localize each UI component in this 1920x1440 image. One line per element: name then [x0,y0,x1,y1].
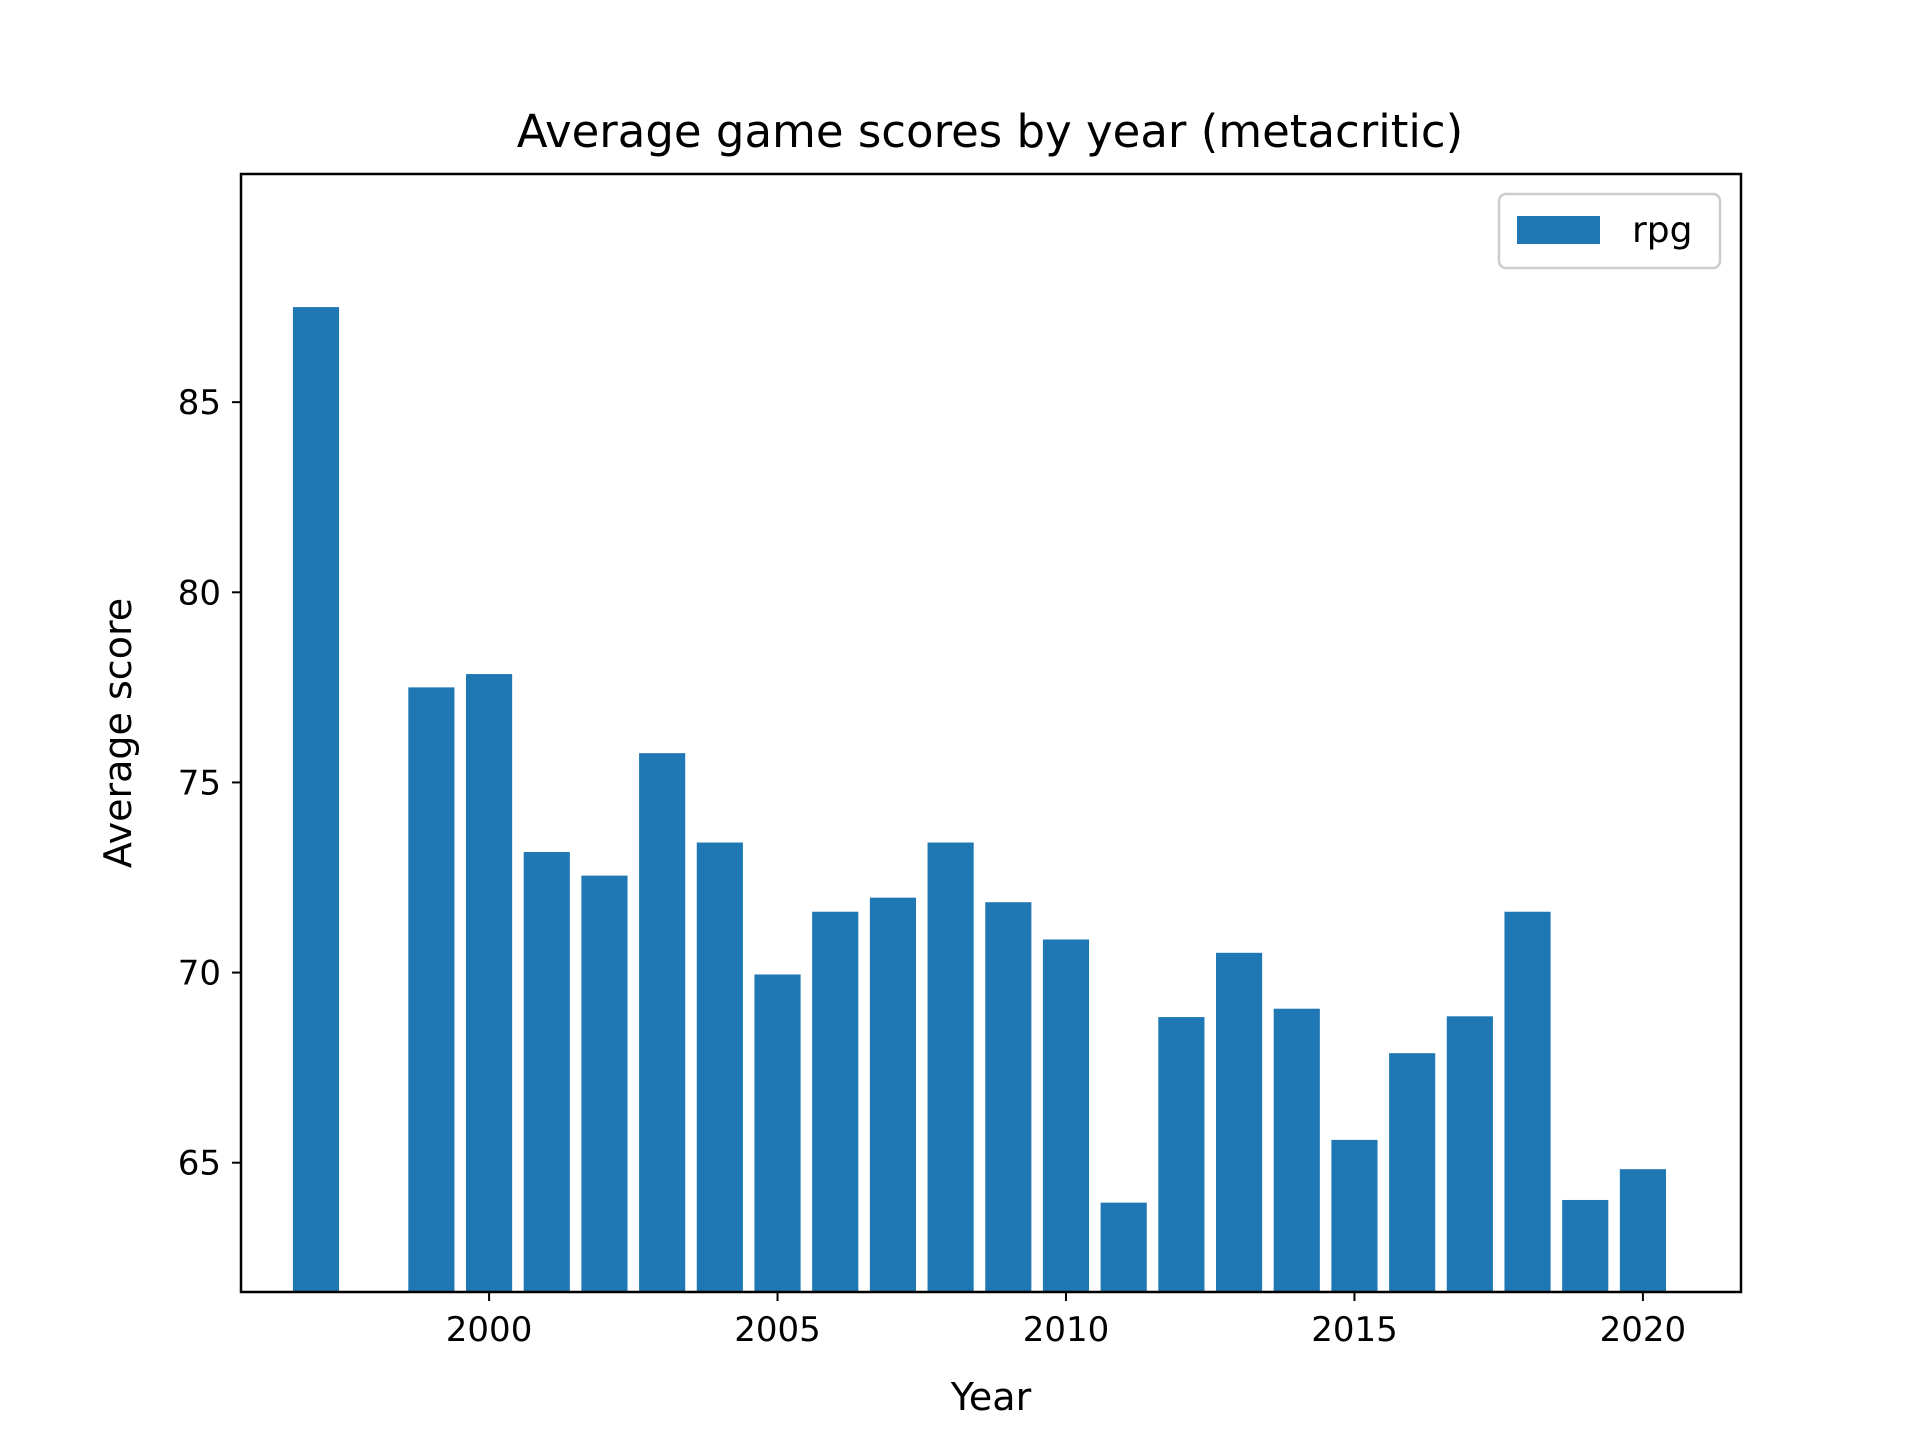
legend: rpg [1497,192,1722,270]
bar-2012 [1158,1017,1205,1292]
y-axis-label: Average score [96,598,140,868]
bar-2009 [985,902,1032,1292]
plot-frame [239,172,1743,1294]
y-tick-label: 80 [178,573,221,613]
x-tick-label: 2005 [734,1310,821,1350]
x-tick-label: 2000 [446,1310,533,1350]
legend-label: rpg [1632,210,1693,251]
bar-2011 [1100,1202,1147,1292]
bar-2015 [1331,1139,1378,1292]
bar-2008 [927,842,974,1292]
x-axis-label: Year [950,1375,1032,1419]
legend-box [1497,192,1722,270]
bar-2014 [1273,1008,1320,1292]
bar-2001 [523,852,570,1292]
bar-2004 [696,842,743,1292]
x-tick-label: 2010 [1023,1310,1110,1350]
bar-2005 [754,974,801,1292]
bar-2018 [1504,911,1551,1292]
bar-2020 [1619,1169,1666,1292]
bar-2007 [869,897,916,1292]
bar-2006 [812,911,859,1292]
bar-2016 [1389,1053,1436,1292]
bars-group [292,307,1666,1293]
chart-title: Average game scores by year (metacritic) [517,105,1463,158]
x-tick-label: 2020 [1600,1310,1687,1350]
x-axis-ticks: 2000 2005 2010 2015 2020 [446,1292,1686,1350]
bar-2013 [1216,952,1263,1292]
bar-2017 [1446,1016,1493,1292]
bar-2002 [581,875,628,1292]
bar-2010 [1042,939,1090,1292]
y-axis-ticks: 65 70 75 80 85 [178,383,241,1184]
legend-swatch [1517,216,1600,244]
bar-2000 [466,674,513,1292]
bar-2019 [1562,1199,1609,1292]
x-tick-label: 2015 [1311,1310,1398,1350]
bar-1999 [408,687,455,1292]
y-tick-label: 70 [178,954,221,994]
y-tick-label: 85 [178,383,221,423]
y-tick-label: 65 [178,1144,221,1184]
bar-1997 [292,307,340,1293]
bar-2003 [639,753,686,1292]
y-tick-label: 75 [178,763,221,803]
